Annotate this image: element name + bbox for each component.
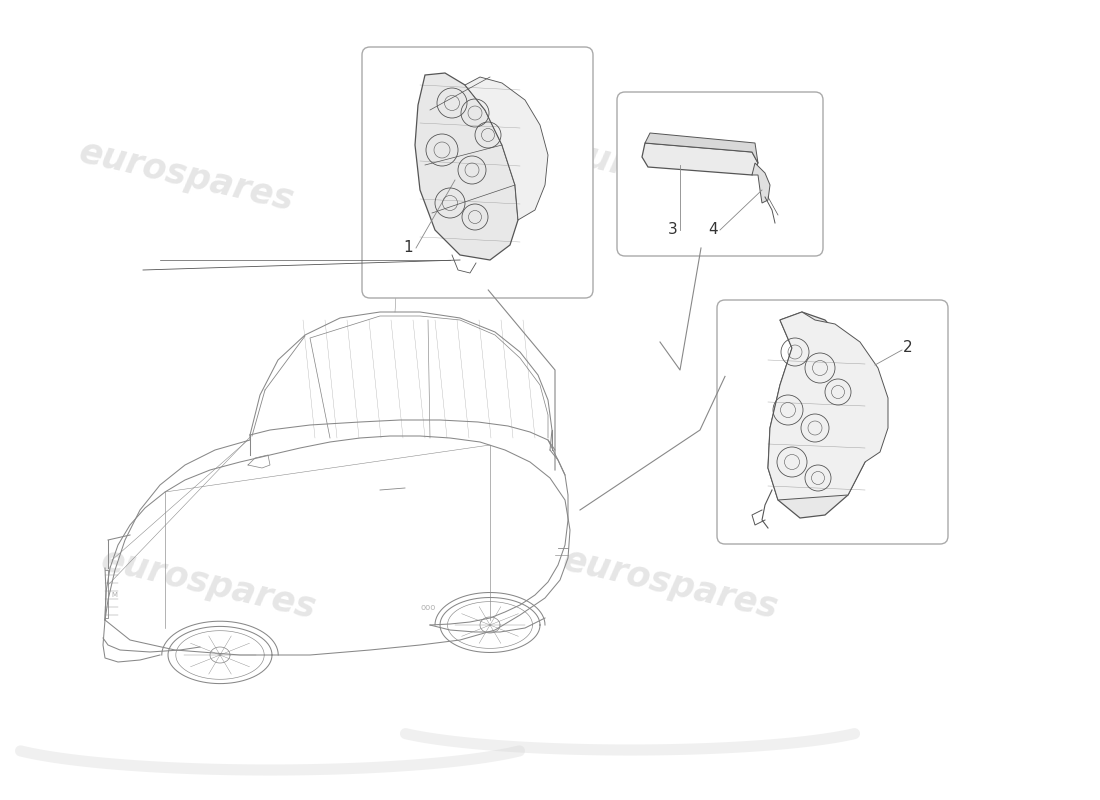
FancyBboxPatch shape [362, 47, 593, 298]
Text: ooo: ooo [420, 603, 436, 613]
FancyBboxPatch shape [617, 92, 823, 256]
Polygon shape [465, 77, 548, 220]
Polygon shape [752, 163, 770, 203]
Polygon shape [768, 312, 888, 500]
FancyBboxPatch shape [717, 300, 948, 544]
Text: eurospares: eurospares [76, 134, 298, 218]
Polygon shape [642, 143, 758, 175]
Polygon shape [768, 312, 870, 518]
Text: eurospares: eurospares [560, 134, 782, 218]
Polygon shape [415, 73, 518, 260]
Text: 2: 2 [903, 341, 913, 355]
Text: eurospares: eurospares [98, 542, 320, 626]
Text: eurospares: eurospares [560, 542, 782, 626]
Text: 3: 3 [668, 222, 678, 238]
Text: M: M [111, 592, 117, 598]
Text: 4: 4 [708, 222, 718, 238]
Polygon shape [645, 133, 758, 163]
Text: 1: 1 [404, 241, 412, 255]
